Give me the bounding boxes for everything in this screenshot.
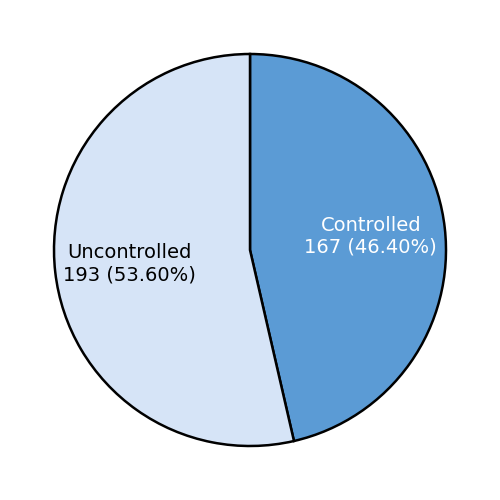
Wedge shape (54, 54, 294, 446)
Text: Controlled
167 (46.40%): Controlled 167 (46.40%) (304, 216, 437, 257)
Text: Uncontrolled
193 (53.60%): Uncontrolled 193 (53.60%) (63, 243, 196, 284)
Wedge shape (250, 54, 446, 441)
